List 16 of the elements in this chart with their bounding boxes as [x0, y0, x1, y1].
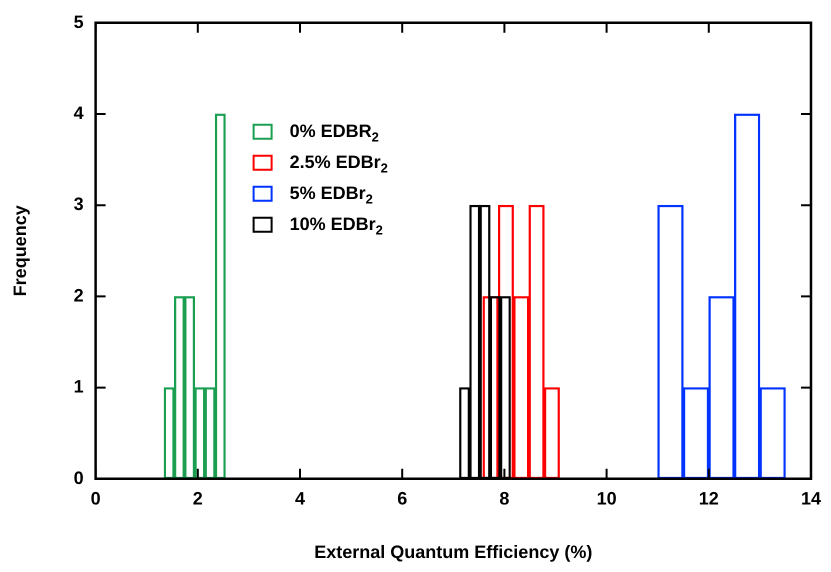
x-axis-title: External Quantum Efficiency (%) — [314, 542, 592, 562]
y-tick-label: 4 — [74, 102, 84, 123]
x-tick-label: 8 — [499, 488, 510, 509]
x-tick-label: 0 — [90, 488, 101, 509]
x-tick-label: 14 — [800, 488, 822, 509]
x-tick-label: 6 — [397, 488, 408, 509]
x-tick-label: 2 — [192, 488, 203, 509]
x-tick-label: 4 — [294, 488, 306, 509]
y-tick-label: 1 — [74, 376, 84, 397]
x-tick-label: 10 — [596, 488, 617, 509]
y-tick-label: 5 — [74, 12, 84, 32]
y-tick-label: 2 — [74, 285, 84, 306]
y-axis-title: Frequency — [10, 205, 30, 296]
y-tick-label: 3 — [74, 194, 84, 214]
y-tick-label: 0 — [74, 468, 84, 488]
x-tick-label: 12 — [698, 488, 719, 509]
